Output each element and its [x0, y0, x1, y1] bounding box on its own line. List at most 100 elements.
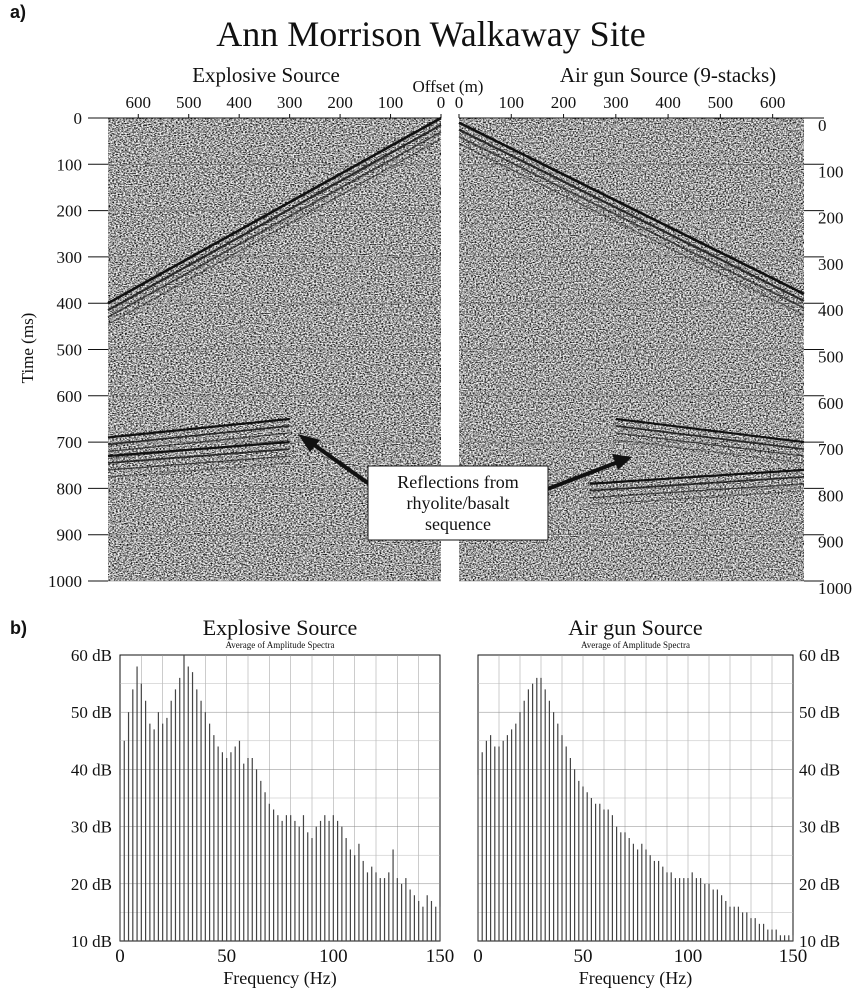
explosive-time-tick-label: 100: [57, 155, 83, 174]
explosive-db-tick-label: 50 dB: [71, 703, 112, 722]
airgun-chart-title: Air gun Source: [568, 615, 702, 640]
explosive-seismic-axes: 600 500 400 300 200 100 0010020030040050060070…: [48, 93, 445, 591]
airgun-reflection-event: [615, 439, 805, 464]
explosive-offset-tick-label: 400: [226, 93, 252, 112]
airgun-time-tick-label: 400: [818, 301, 844, 320]
annotation-arrow-left: [308, 440, 374, 488]
panel-a-label: a): [10, 2, 26, 22]
airgun-db-tick-label: 30 dB: [799, 818, 840, 837]
airgun-time-tick-label: 600: [818, 394, 844, 413]
airgun-section-title: Air gun Source (9-stacks): [560, 63, 776, 87]
explosive-offset-tick-label: 0: [437, 93, 446, 112]
airgun-offset-tick-label: 200: [551, 93, 577, 112]
reflection-annotation: Reflections from rhyolite/basalt sequenc…: [298, 434, 632, 541]
airgun-first-arrival-event: [458, 128, 805, 302]
explosive-first-arrival-event: [107, 124, 442, 312]
airgun-time-tick-label: 100: [818, 162, 844, 181]
airgun-reflection-event: [615, 425, 805, 450]
airgun-reflection-event: [615, 432, 805, 457]
explosive-frequency-axis-label: Frequency (Hz): [223, 968, 336, 989]
airgun-db-tick-label: 10 dB: [799, 932, 840, 951]
explosive-time-tick-label: 400: [57, 294, 83, 313]
airgun-time-tick-label: 800: [818, 486, 844, 505]
explosive-reflection-event: [107, 417, 290, 439]
explosive-time-tick-label: 900: [57, 526, 83, 545]
airgun-frequency-axis-label: Frequency (Hz): [579, 968, 692, 989]
explosive-offset-tick-label: 200: [327, 93, 353, 112]
annotation-arrow-right: [544, 460, 619, 492]
airgun-offset-tick-label: 100: [499, 93, 525, 112]
explosive-offset-tick-label: 100: [378, 93, 404, 112]
explosive-reflection-event: [107, 425, 290, 446]
airgun-first-arrival-event: [458, 135, 805, 309]
explosive-frequency-tick-label: 50: [217, 946, 236, 967]
explosive-time-tick-label: 500: [57, 341, 83, 360]
explosive-offset-tick-label: 500: [176, 93, 202, 112]
airgun-time-tick-label: 500: [818, 348, 844, 367]
explosive-first-arrival-event: [107, 116, 442, 305]
explosive-reflection-event: [107, 432, 290, 453]
airgun-db-tick-label: 50 dB: [799, 703, 840, 722]
explosive-time-tick-label: 300: [57, 248, 83, 267]
airgun-first-arrival-event: [458, 143, 805, 316]
airgun-offset-tick-label: 300: [603, 93, 629, 112]
annotation-box: [367, 465, 549, 541]
explosive-db-tick-label: 30 dB: [71, 818, 112, 837]
explosive-first-arrival-event: [107, 131, 442, 318]
explosive-time-tick-label: 1000: [48, 572, 82, 591]
explosive-chart-subtitle: Average of Amplitude Spectra: [225, 640, 334, 650]
airgun-time-tick-label: 900: [818, 533, 844, 552]
airgun-frequency-tick-label: 0: [473, 946, 483, 967]
airgun-db-tick-label: 40 dB: [799, 760, 840, 779]
airgun-frequency-tick-label: 50: [574, 946, 593, 967]
annotation-arrowhead-left: [298, 434, 320, 452]
airgun-frequency-tick-label: 150: [779, 946, 808, 967]
airgun-reflection-event: [589, 475, 805, 492]
explosive-frequency-tick-label: 0: [115, 946, 125, 967]
explosive-frequency-tick-label: 150: [426, 946, 455, 967]
explosive-time-tick-label: 800: [57, 479, 83, 498]
explosive-section-title: Explosive Source: [192, 63, 340, 87]
offset-axis-label: Offset (m): [413, 77, 484, 96]
explosive-db-tick-label: 10 dB: [71, 932, 112, 951]
explosive-time-tick-label: 0: [74, 109, 83, 128]
airgun-seismic-axes: 0 100 200 300 400 500 600 0 100 200 300 400 500 600 70…: [455, 93, 852, 598]
airgun-time-tick-label: 1000: [818, 579, 852, 598]
annotation-line-2: rhyolite/basalt: [407, 493, 510, 513]
airgun-db-tick-label: 60 dB: [799, 646, 840, 665]
explosive-reflection-event: [107, 441, 290, 458]
airgun-reflection-event: [589, 483, 805, 499]
annotation-line-3: sequence: [425, 514, 491, 534]
explosive-frequency-tick-label: 100: [319, 946, 348, 967]
explosive-offset-tick-label: 600: [126, 93, 152, 112]
explosive-offset-tick-label: 300: [277, 93, 303, 112]
airgun-reflection-event: [615, 417, 805, 444]
panel-b-label: b): [10, 618, 27, 638]
airgun-offset-tick-label: 500: [708, 93, 734, 112]
explosive-time-tick-label: 200: [57, 202, 83, 221]
figure-title: Ann Morrison Walkaway Site: [216, 14, 645, 54]
explosive-time-tick-label: 600: [57, 387, 83, 406]
explosive-db-tick-label: 40 dB: [71, 760, 112, 779]
airgun-time-tick-label: 0: [818, 116, 827, 135]
airgun-chart-subtitle: Average of Amplitude Spectra: [581, 640, 690, 650]
explosive-reflection-event: [107, 462, 290, 478]
annotation-line-1: Reflections from: [397, 472, 518, 492]
airgun-first-arrival-event: [458, 121, 805, 296]
airgun-offset-tick-label: 400: [655, 93, 681, 112]
airgun-time-tick-label: 700: [818, 440, 844, 459]
airgun-db-tick-label: 20 dB: [799, 875, 840, 894]
time-axis-label: Time (ms): [18, 313, 37, 384]
explosive-reflection-event: [107, 455, 290, 471]
airgun-time-tick-label: 200: [818, 209, 844, 228]
explosive-time-tick-label: 700: [57, 433, 83, 452]
airgun-reflection-event: [589, 468, 805, 485]
airgun-frequency-tick-label: 100: [674, 946, 703, 967]
explosive-first-arrival-event: [107, 138, 442, 325]
annotation-arrowhead-right: [612, 454, 632, 470]
explosive-db-tick-label: 60 dB: [71, 646, 112, 665]
airgun-offset-tick-label: 0: [455, 93, 464, 112]
